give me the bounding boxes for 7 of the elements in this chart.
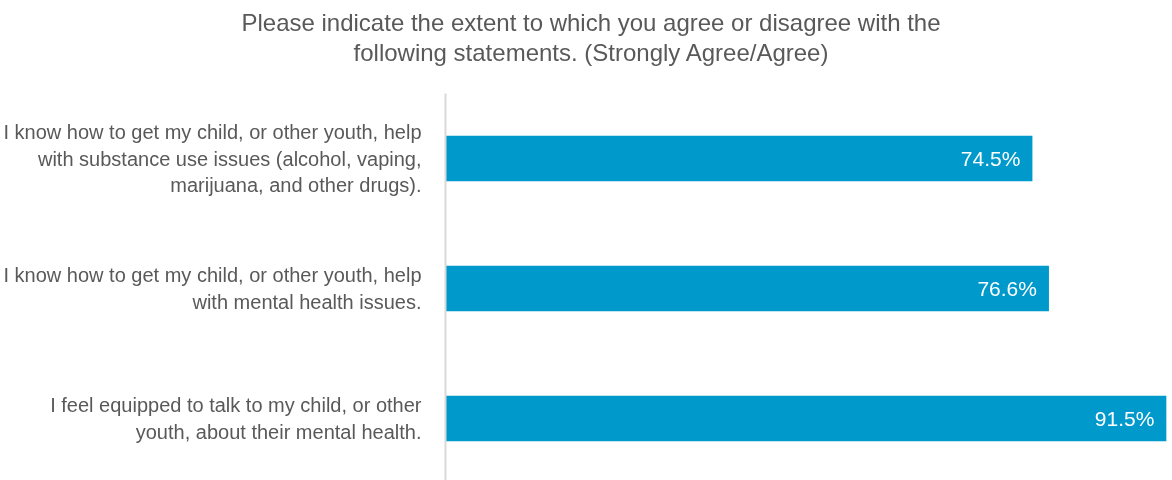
data-label: 91.5% — [1094, 407, 1155, 430]
y-tick-label: I know how to get my child, or other youth, help with substance use issues (alcohol, vaping, marijuana, and other drugs). — [3, 121, 422, 196]
data-label: 76.6% — [977, 277, 1037, 300]
y-tick-label: I know how to get my child, or other youth, help with mental health issues. — [3, 264, 422, 313]
chart-title: Please indicate the extent to which you agree or disagree with the following statements. (Strongly Agree/Agree) — [241, 8, 941, 68]
y-tick-label: I feel equipped to talk to my child, or other youth, about their mental health. — [50, 394, 422, 443]
data-label: 74.5% — [960, 147, 1021, 170]
